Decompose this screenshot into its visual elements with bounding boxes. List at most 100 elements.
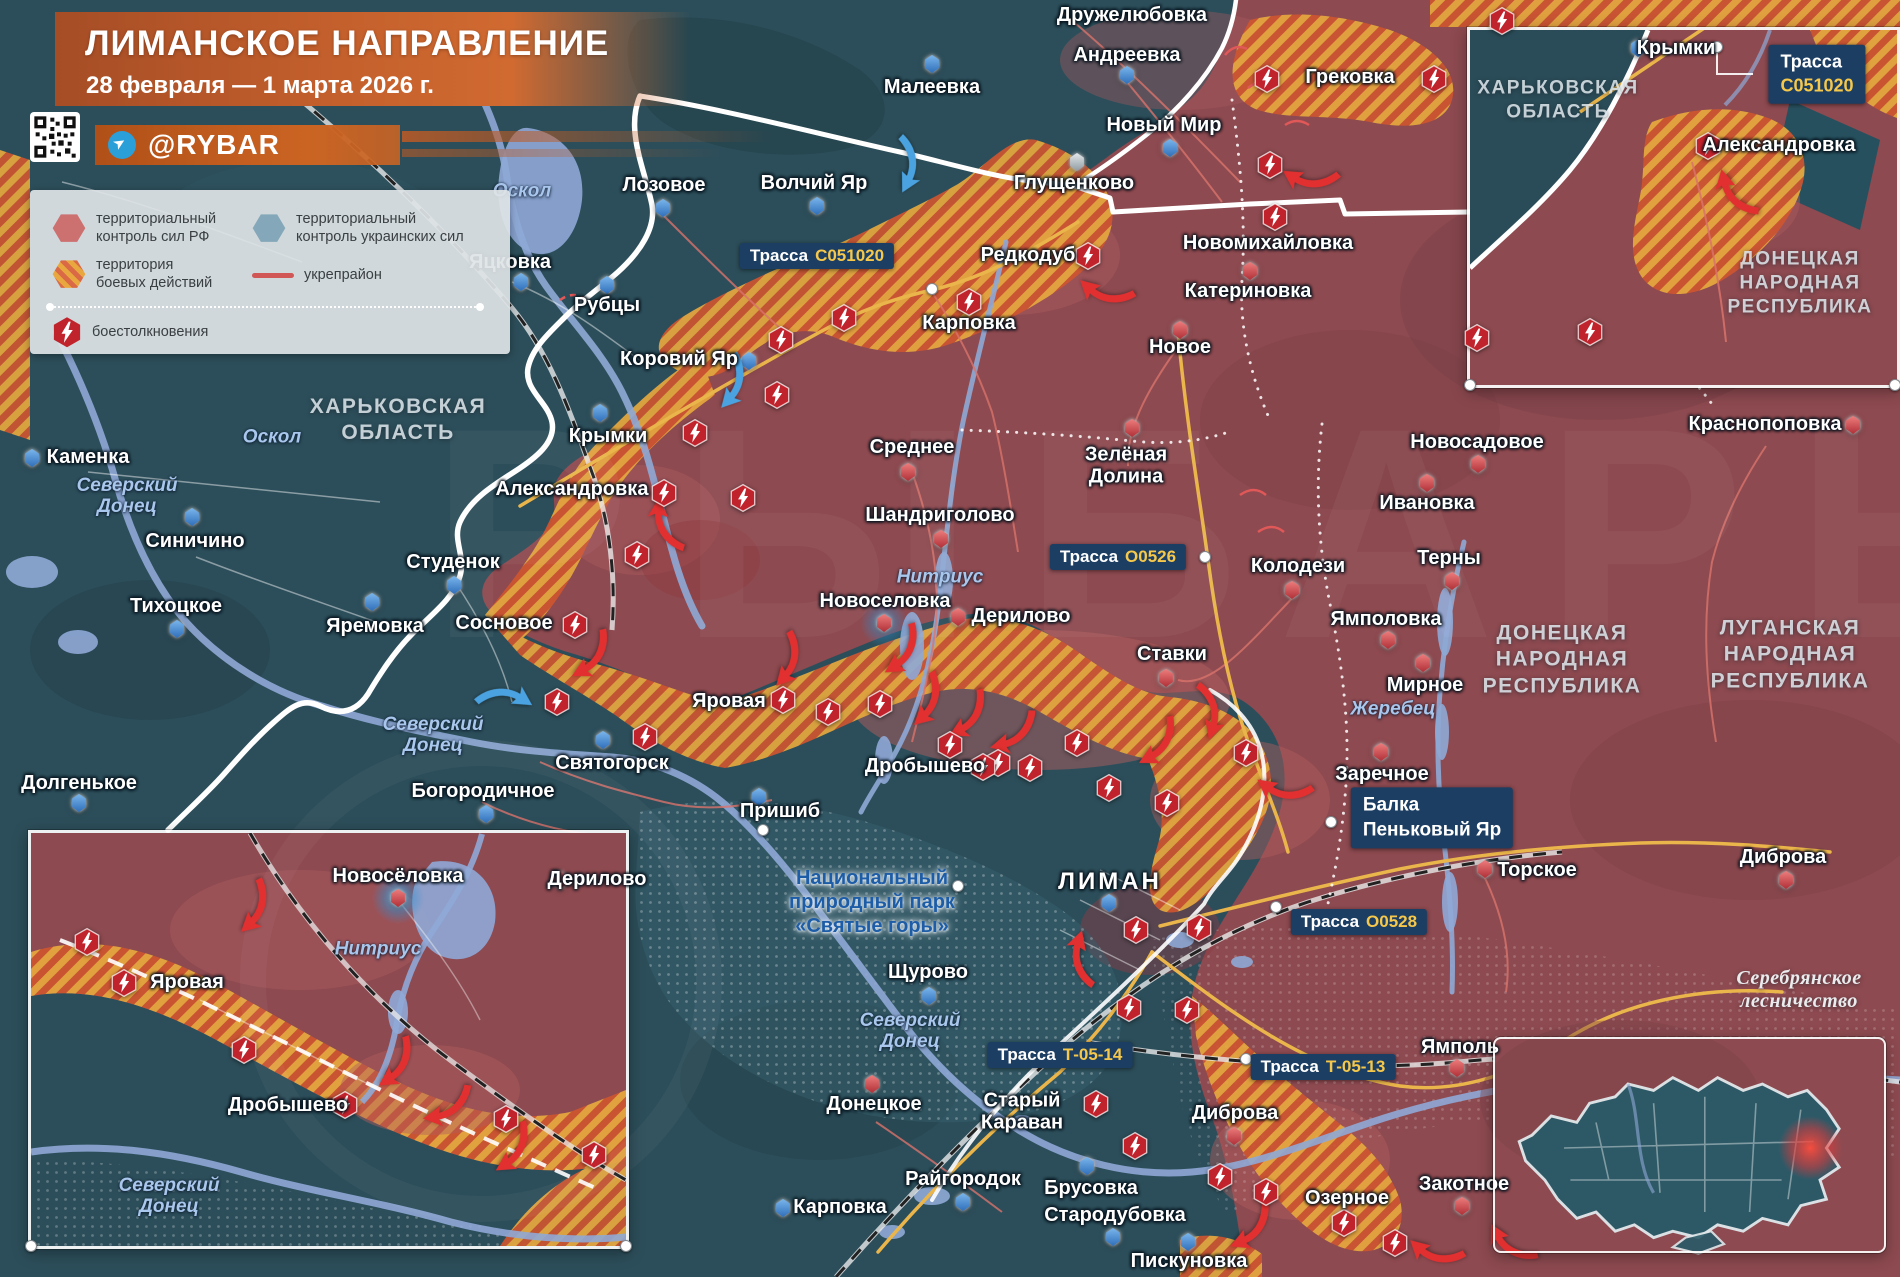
location-pin-icon <box>1450 1059 1464 1077</box>
town-pin-b <box>776 1199 791 1217</box>
clash-icon <box>1123 915 1150 945</box>
town-pin-b <box>596 731 611 749</box>
legend-rf-swatch <box>52 214 86 242</box>
town-label: Ямполовка <box>1330 608 1442 631</box>
attack-arrow-red-icon <box>216 871 290 943</box>
town-pin-g <box>1070 153 1085 171</box>
town-label: Малеевка <box>883 76 981 99</box>
town-label: Коровий Яр <box>620 348 738 371</box>
clash-icon <box>1096 773 1123 803</box>
clash-icon <box>1116 993 1143 1023</box>
attack-arrow-red-icon <box>1399 1213 1472 1277</box>
clash-icon <box>1262 202 1289 232</box>
town-pin-r <box>1243 262 1258 280</box>
clash-icon <box>1257 150 1284 180</box>
town-label: Каменка <box>46 446 130 469</box>
town-label: Диброва <box>1739 846 1827 869</box>
clash-icon <box>682 418 709 448</box>
region-label: Серебрянское лесничество <box>1736 967 1862 1012</box>
banner-strip <box>402 149 722 157</box>
clash-icon <box>493 1104 520 1134</box>
attack-arrow-red-icon <box>932 683 1003 747</box>
inset-frame-drobyshevo <box>28 830 629 1249</box>
location-pin-icon <box>553 871 567 889</box>
clash-icon <box>1253 1177 1280 1207</box>
region-label: ДОНЕЦКАЯ НАРОДНАЯ РЕСПУБЛИКА <box>1482 621 1642 698</box>
map-legend: территориальный контроль сил РФ территор… <box>30 190 510 354</box>
telegram-icon <box>108 131 136 159</box>
town-pin-b <box>514 273 529 291</box>
qr-code-icon <box>30 112 80 162</box>
location-pin-icon <box>447 576 461 594</box>
river-label: Нитриус <box>334 938 422 960</box>
attack-arrow-red-icon <box>1173 676 1240 748</box>
town-label: Катериновка <box>1184 280 1312 303</box>
town-label: Зелёная Долина <box>1084 443 1168 487</box>
river-label: Северский Донец <box>76 475 178 517</box>
town-label: Стародубовка <box>1044 1204 1186 1227</box>
location-pin-icon <box>1455 1197 1469 1215</box>
legend-fortline-label: укрепрайон <box>304 267 382 283</box>
town-pin-r <box>1285 581 1300 599</box>
town-pin-b <box>170 620 185 638</box>
region-label: ХАРЬКОВСКАЯ ОБЛАСТЬ <box>309 394 487 444</box>
clash-icon <box>768 325 795 355</box>
location-pin-icon <box>1159 669 1173 687</box>
clash-icon <box>1577 317 1604 347</box>
town-pin-b <box>600 276 615 294</box>
front-lines-white <box>165 0 1473 1202</box>
location-pin-icon <box>951 608 965 626</box>
connector-dot <box>25 1240 37 1252</box>
clash-icon <box>562 610 589 640</box>
town-label: Ставки <box>1137 643 1207 666</box>
location-pin-icon <box>1631 39 1645 57</box>
town-label: Волчий Яр <box>760 172 868 195</box>
town-label: Яровая <box>692 690 766 713</box>
clash-icon <box>624 540 651 570</box>
legend-clash-label: боестолкновения <box>92 323 209 340</box>
town-label: Карповка <box>793 1196 887 1219</box>
town-pin-b <box>479 805 494 823</box>
town-label: Шандриголово <box>865 504 1015 527</box>
clash-icon <box>1207 1162 1234 1192</box>
location-pin-icon <box>1125 419 1139 437</box>
clash-icon <box>1382 1228 1409 1258</box>
town-label: Грековка <box>1305 66 1395 89</box>
location-pin-icon <box>1070 153 1084 171</box>
town-pin-r <box>877 614 892 632</box>
clash-icon <box>764 380 791 410</box>
place-info-box: Балка Пеньковый Яр <box>1350 787 1514 849</box>
location-pin-icon <box>901 463 915 481</box>
clash-icon <box>1017 753 1044 783</box>
town-pin-r <box>1125 419 1140 437</box>
clash-icon <box>231 1035 258 1065</box>
inset-ukraine-content <box>1480 1020 1884 1255</box>
attack-arrow-red-icon <box>418 1082 476 1129</box>
town-pin-b <box>922 987 937 1005</box>
location-pin-icon <box>1173 321 1187 339</box>
town-label: Сосновое <box>455 612 553 635</box>
connector-dot <box>1711 41 1723 53</box>
town-label: Озерное <box>1305 1187 1389 1210</box>
clash-icon <box>1064 728 1091 758</box>
town-label: Пришиб <box>739 800 821 823</box>
clash-icon <box>1464 323 1491 353</box>
town-label: Новосёловка <box>332 865 464 888</box>
attack-arrow-red-icon <box>865 616 937 683</box>
location-pin-icon <box>656 199 670 217</box>
town-label: Мирное <box>1386 674 1464 697</box>
town-label: Дробышево <box>227 1094 349 1117</box>
town-pin-r <box>1450 1059 1465 1077</box>
town-label: Редкодуб <box>980 244 1076 267</box>
location-pin-icon <box>365 593 379 611</box>
town-label: Рубцы <box>573 294 641 317</box>
attack-arrow-blue-icon <box>869 128 941 202</box>
town-label: Новоселовка <box>819 590 951 613</box>
town-pin-b <box>1181 1233 1196 1251</box>
location-pin-icon <box>810 197 824 215</box>
town-label: Новосадовое <box>1410 431 1544 454</box>
location-pin-icon <box>600 276 614 294</box>
town-pin-r <box>1159 669 1174 687</box>
location-pin-icon <box>1381 631 1395 649</box>
